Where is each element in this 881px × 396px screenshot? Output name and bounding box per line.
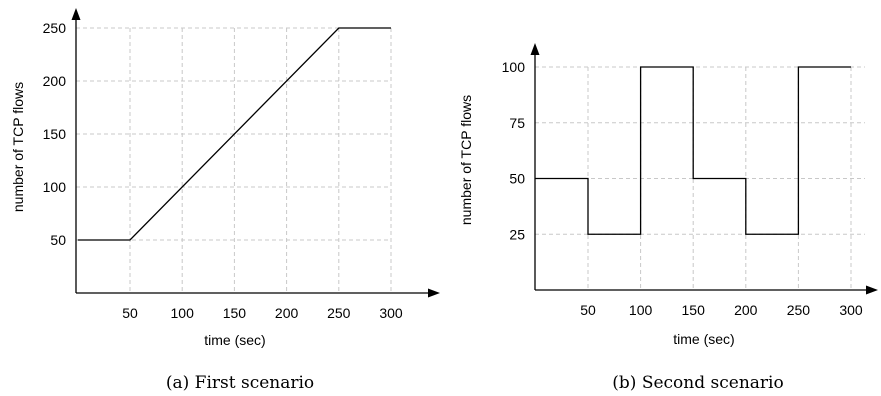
- y-tick-label: 100: [502, 59, 526, 75]
- y-tick-label: 25: [509, 226, 525, 242]
- y-tick-label: 200: [43, 73, 67, 89]
- x-tick-label: 150: [223, 305, 247, 321]
- caption-b: (b) Second scenario: [612, 373, 783, 393]
- x-tick-label: 150: [682, 302, 706, 318]
- x-tick-label: 250: [327, 305, 351, 321]
- chart-second-scenario: 50 100 150 200 250 300 25 50 75 100 time (sec) nu…: [458, 43, 878, 393]
- x-tick-label: 50: [122, 305, 138, 321]
- x-tick-label: 100: [629, 302, 653, 318]
- y-axis-arrow: [71, 8, 81, 20]
- x-tick-label: 200: [275, 305, 299, 321]
- series-line: [77, 27, 391, 241]
- y-tick-label: 75: [509, 115, 525, 131]
- y-tick-label: 100: [43, 179, 67, 195]
- series-line: [535, 66, 851, 235]
- x-tick-label: 300: [839, 302, 863, 318]
- x-tick-label: 300: [379, 305, 403, 321]
- caption-a: (a) First scenario: [166, 373, 314, 393]
- x-tick-label: 50: [580, 302, 596, 318]
- x-tick-label: 200: [734, 302, 758, 318]
- y-axis-label: number of TCP flows: [10, 82, 26, 212]
- x-axis-label: time (sec): [204, 332, 265, 348]
- y-tick-label: 250: [43, 20, 67, 36]
- y-tick-label: 50: [50, 232, 66, 248]
- y-axis-label: number of TCP flows: [458, 95, 474, 225]
- y-axis-arrow: [530, 43, 540, 55]
- x-axis-label: time (sec): [673, 331, 734, 347]
- y-tick-label: 50: [509, 171, 525, 187]
- x-axis-arrow: [866, 285, 878, 295]
- x-tick-label: 250: [787, 302, 811, 318]
- y-tick-label: 150: [43, 126, 67, 142]
- x-tick-label: 100: [171, 305, 195, 321]
- x-axis-arrow: [428, 288, 440, 298]
- chart-first-scenario: 50 100 150 200 250 300 50 100 150 200 250 time (se…: [10, 8, 440, 393]
